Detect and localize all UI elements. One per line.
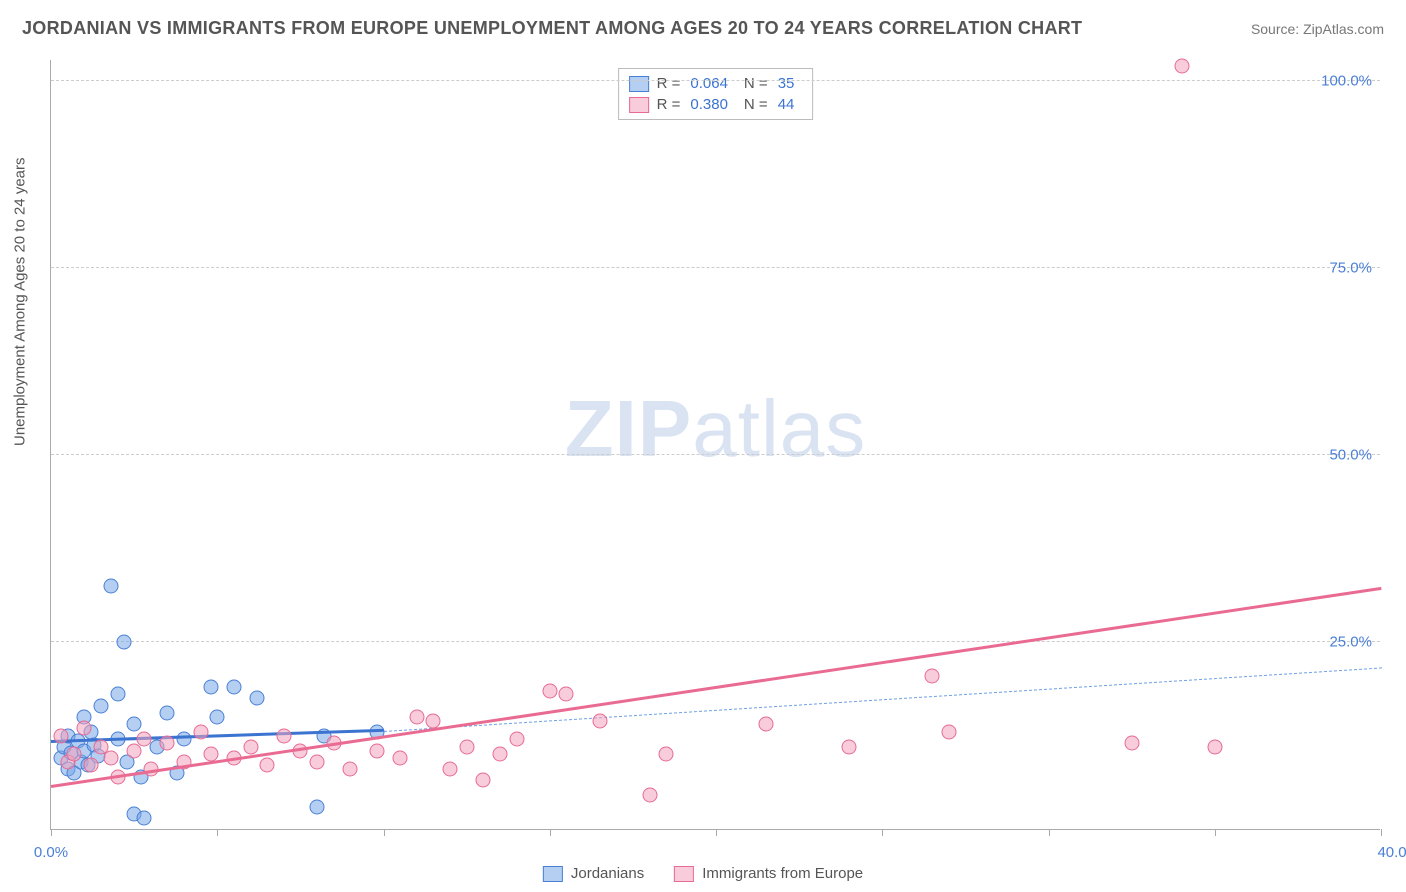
data-point — [83, 758, 98, 773]
data-point — [250, 691, 265, 706]
x-tick — [716, 829, 717, 836]
x-tick — [882, 829, 883, 836]
data-point — [1174, 59, 1189, 74]
data-point — [369, 743, 384, 758]
r-label: R = — [657, 96, 681, 113]
gridline — [51, 267, 1380, 268]
r-label: R = — [657, 75, 681, 92]
data-point — [210, 709, 225, 724]
data-point — [443, 762, 458, 777]
legend-item: Jordanians — [543, 865, 644, 882]
x-tick — [51, 829, 52, 836]
x-tick — [550, 829, 551, 836]
legend-stat-row: R = 0.380 N = 44 — [629, 94, 803, 115]
data-point — [925, 668, 940, 683]
n-value: 44 — [776, 96, 803, 113]
data-point — [160, 706, 175, 721]
legend-swatch — [543, 866, 563, 882]
data-point — [243, 739, 258, 754]
watermark-bold: ZIP — [565, 384, 692, 473]
y-tick-label: 75.0% — [1325, 260, 1372, 277]
data-point — [459, 739, 474, 754]
r-value: 0.380 — [688, 96, 736, 113]
data-point — [93, 698, 108, 713]
data-point — [77, 721, 92, 736]
r-value: 0.064 — [688, 75, 736, 92]
data-point — [67, 747, 82, 762]
legend-label: Immigrants from Europe — [702, 865, 863, 882]
data-point — [203, 679, 218, 694]
source-label: Source: ZipAtlas.com — [1251, 21, 1384, 37]
data-point — [137, 810, 152, 825]
x-axis-min-label: 0.0% — [34, 844, 68, 861]
data-point — [659, 747, 674, 762]
n-label: N = — [744, 96, 768, 113]
data-point — [509, 732, 524, 747]
x-tick — [384, 829, 385, 836]
data-point — [343, 762, 358, 777]
legend-stat-row: R = 0.064 N = 35 — [629, 73, 803, 94]
data-point — [842, 739, 857, 754]
gridline — [51, 641, 1380, 642]
legend-stats: R = 0.064 N = 35 R = 0.380 N = 44 — [618, 68, 814, 120]
x-axis-max-label: 40.0% — [1377, 844, 1406, 861]
watermark-light: atlas — [692, 384, 866, 473]
data-point — [492, 747, 507, 762]
gridline — [51, 80, 1380, 81]
data-point — [117, 635, 132, 650]
data-point — [193, 724, 208, 739]
data-point — [177, 732, 192, 747]
data-point — [1124, 736, 1139, 751]
trend-line — [51, 587, 1381, 788]
watermark: ZIPatlas — [565, 383, 866, 475]
legend-item: Immigrants from Europe — [674, 865, 863, 882]
plot-area: ZIPatlas R =0.064N =35R =0.380N =44 0.0%… — [50, 60, 1380, 830]
data-point — [476, 773, 491, 788]
y-tick-label: 25.0% — [1325, 634, 1372, 651]
data-point — [260, 758, 275, 773]
y-tick-label: 100.0% — [1317, 73, 1372, 90]
data-point — [592, 713, 607, 728]
data-point — [276, 728, 291, 743]
data-point — [426, 713, 441, 728]
chart-title: JORDANIAN VS IMMIGRANTS FROM EUROPE UNEM… — [22, 18, 1082, 39]
data-point — [393, 750, 408, 765]
data-point — [542, 683, 557, 698]
data-point — [642, 788, 657, 803]
x-tick — [1049, 829, 1050, 836]
legend-swatch — [674, 866, 694, 882]
x-tick — [217, 829, 218, 836]
data-point — [758, 717, 773, 732]
data-point — [137, 732, 152, 747]
data-point — [941, 724, 956, 739]
data-point — [103, 750, 118, 765]
legend-swatch — [629, 76, 649, 92]
legend-label: Jordanians — [571, 865, 644, 882]
gridline — [51, 454, 1380, 455]
data-point — [110, 687, 125, 702]
data-point — [1207, 739, 1222, 754]
data-point — [559, 687, 574, 702]
y-tick-label: 50.0% — [1325, 447, 1372, 464]
y-axis-title: Unemployment Among Ages 20 to 24 years — [12, 157, 29, 446]
n-label: N = — [744, 75, 768, 92]
data-point — [103, 579, 118, 594]
data-point — [310, 799, 325, 814]
data-point — [226, 679, 241, 694]
data-point — [310, 754, 325, 769]
legend-series: Jordanians Immigrants from Europe — [543, 865, 863, 882]
n-value: 35 — [776, 75, 803, 92]
x-tick — [1381, 829, 1382, 836]
data-point — [127, 717, 142, 732]
x-tick — [1215, 829, 1216, 836]
data-point — [53, 728, 68, 743]
data-point — [409, 709, 424, 724]
legend-swatch — [629, 97, 649, 113]
data-point — [160, 736, 175, 751]
trend-line — [383, 667, 1381, 732]
